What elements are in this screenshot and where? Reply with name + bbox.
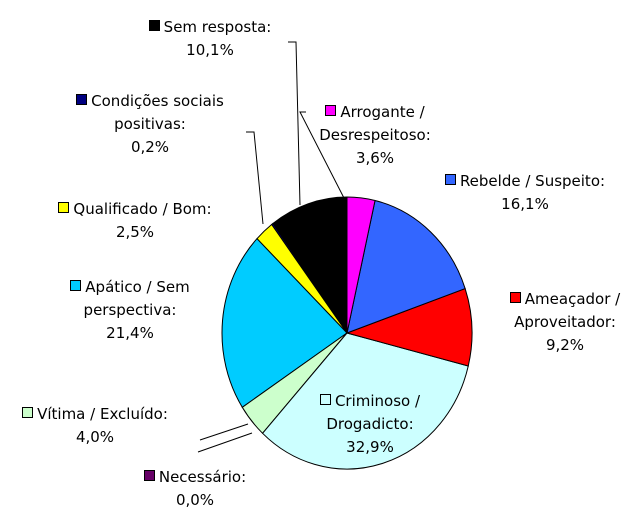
value-label: 9,2%: [545, 336, 585, 354]
legend-marker: [444, 174, 456, 185]
leader-line: [288, 41, 301, 206]
category-label: Arrogante / Desrespeitoso:: [319, 103, 431, 144]
legend-marker: [58, 202, 70, 213]
slice-label: Qualificado / Bom: 2,5%: [20, 198, 250, 244]
value-label: 32,9%: [346, 438, 394, 456]
slice-label: Arrogante / Desrespeitoso: 3,6%: [310, 101, 440, 170]
pie-slice: [345, 287, 473, 367]
value-label: 10,1%: [186, 41, 234, 59]
legend-marker: [319, 394, 331, 405]
value-label: 16,1%: [501, 195, 549, 213]
category-label: Qualificado / Bom:: [73, 200, 212, 218]
pie-slice: [346, 199, 466, 334]
legend-marker: [148, 20, 160, 31]
leader-lines: [197, 41, 346, 453]
category-label: Apático / Sem perspectiva:: [83, 278, 190, 319]
value-label: 2,5%: [115, 223, 155, 241]
pie-slice: [261, 332, 469, 470]
legend-marker: [22, 407, 34, 418]
legend-marker: [143, 470, 155, 481]
pie-slice: [221, 237, 348, 409]
value-label: 0,2%: [130, 138, 170, 156]
slice-label: Rebelde / Suspeito: 16,1%: [420, 170, 629, 216]
leader-line: [197, 432, 253, 453]
leader-line: [246, 131, 264, 225]
category-label: Vítima / Excluído:: [37, 405, 168, 423]
slice-label: Criminoso / Drogadicto: 32,9%: [300, 390, 440, 459]
pie-slice: [346, 196, 376, 334]
slice-label: Sem resposta: 10,1%: [110, 16, 310, 62]
legend-marker: [70, 280, 82, 291]
legend-marker: [325, 105, 337, 116]
slice-label: Condições sociais positivas: 0,2%: [50, 90, 250, 159]
category-label: Rebelde / Suspeito:: [459, 172, 606, 190]
legend-marker: [76, 94, 88, 105]
slice-label: Apático / Sem perspectiva: 21,4%: [50, 276, 210, 345]
leader-line: [199, 423, 249, 441]
legend-marker: [509, 292, 521, 303]
value-label: 3,6%: [355, 149, 395, 167]
category-label: Necessário:: [158, 468, 247, 486]
value-label: 4,0%: [75, 428, 115, 446]
slice-label: Necessário: 0,0%: [110, 466, 280, 512]
slice-label: Vítima / Excluído: 4,0%: [0, 403, 200, 449]
category-label: Condições sociais positivas:: [91, 92, 224, 133]
slice-label: Ameaçador / Aproveitador: 9,2%: [480, 288, 629, 357]
category-label: Ameaçador / Aproveitador:: [514, 290, 621, 331]
category-label: Sem resposta:: [163, 18, 272, 36]
pie-slice: [272, 196, 348, 335]
category-label: Criminoso / Drogadicto:: [326, 392, 421, 433]
value-label: 0,0%: [175, 491, 215, 509]
value-label: 21,4%: [106, 324, 154, 342]
leader-line: [299, 111, 346, 201]
